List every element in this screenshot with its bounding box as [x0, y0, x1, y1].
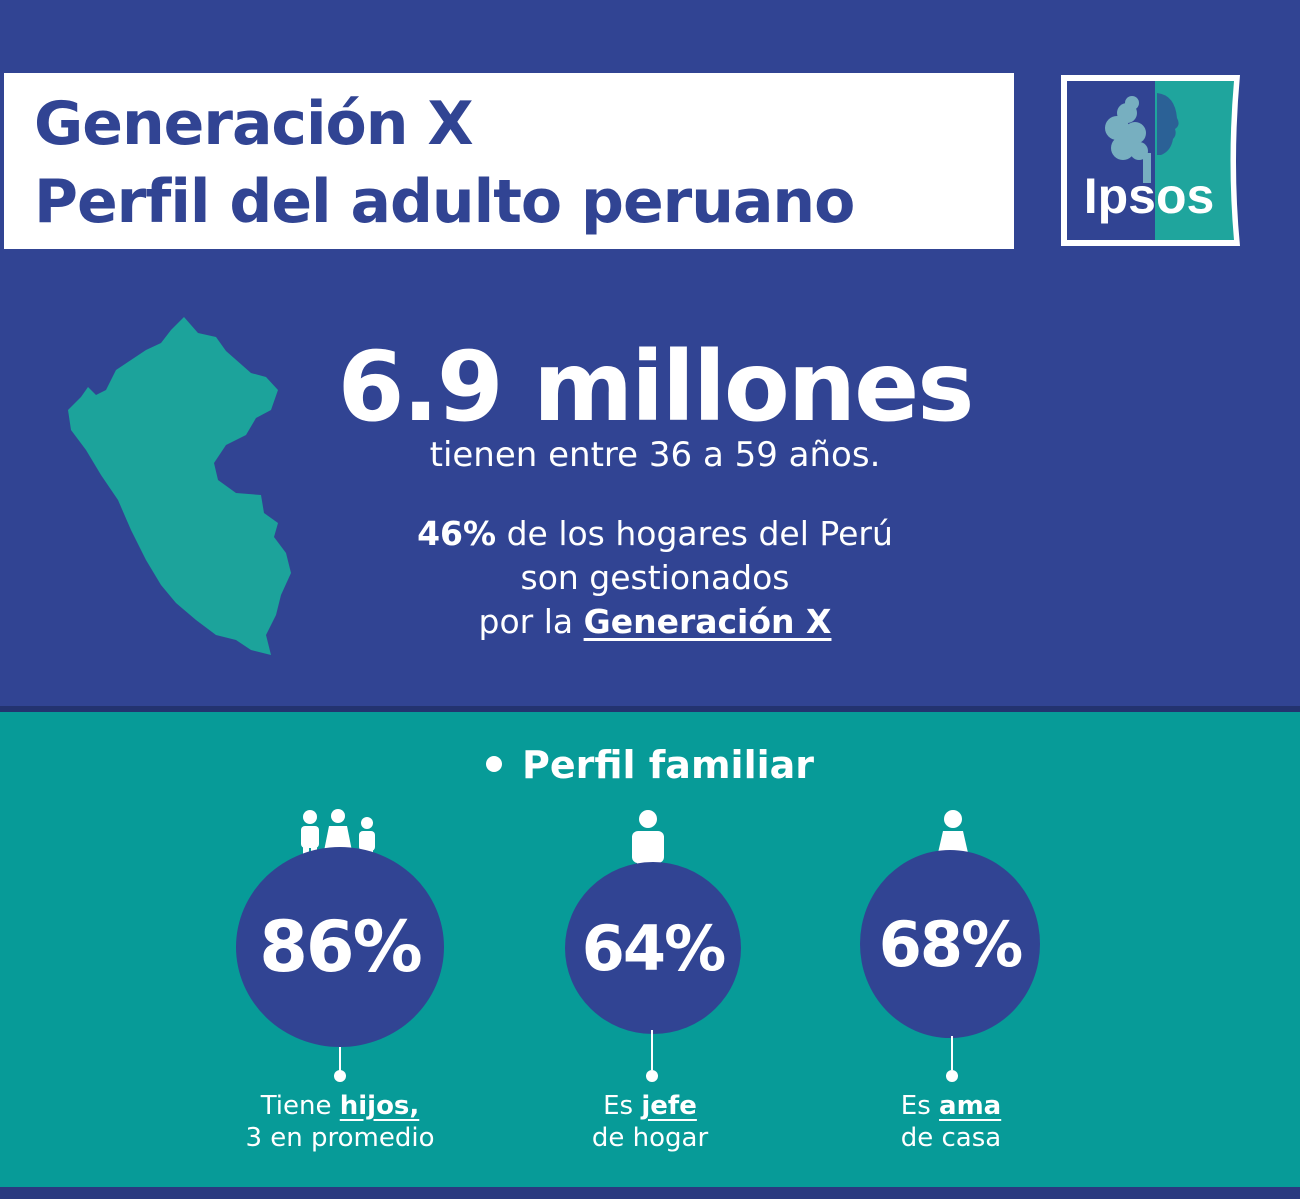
section-title: Perfil familiar [0, 740, 1300, 790]
connector-line [339, 1047, 341, 1073]
connector-dot [946, 1070, 958, 1082]
households-pct: 46% [417, 514, 497, 553]
connector-line [651, 1030, 653, 1070]
peru-map-icon [68, 317, 291, 655]
households-rest: de los hogares del Perú [496, 514, 893, 553]
households-text: 46% de los hogares del Perú son gestiona… [300, 512, 1010, 644]
caption-children: Tiene hijos, 3 en promedio [245, 1091, 435, 1153]
bullet-icon [485, 755, 502, 772]
connector-dot [334, 1070, 346, 1082]
title-box: Generación X Perfil del adulto peruano [4, 73, 1014, 249]
stat-circle-head: 64% [565, 862, 741, 1034]
generation-x-link: Generación X [583, 602, 832, 641]
connector-line [951, 1036, 953, 1070]
households-line3-prefix: por la [478, 602, 584, 641]
stat-circle-children: 86% [236, 847, 444, 1047]
ipsos-logo: Ipsos [1061, 75, 1240, 246]
age-range-text: tienen entre 36 a 59 años. [429, 435, 881, 475]
title-line-1: Generación X [34, 89, 474, 159]
bottom-band [0, 1187, 1300, 1199]
title-line-2: Perfil del adulto peruano [34, 167, 855, 237]
stat-circle-homemaker: 68% [860, 850, 1040, 1038]
section-divider [0, 706, 1300, 714]
households-line2: son gestionados [520, 558, 790, 597]
connector-dot [646, 1070, 658, 1082]
big-number: 6.9 millones [337, 331, 975, 443]
caption-head: Es jefe de hogar [591, 1091, 709, 1153]
caption-homemaker: Es ama de casa [900, 1091, 1002, 1153]
logo-text: Ipsos [1084, 168, 1215, 224]
